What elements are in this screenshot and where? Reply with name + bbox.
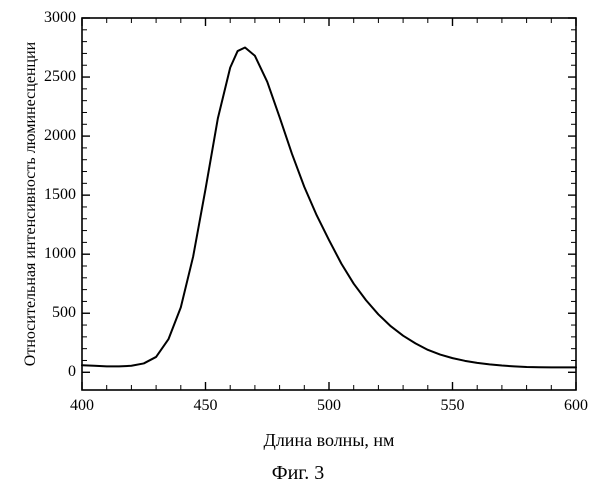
x-axis-label: Длина волны, нм: [82, 430, 576, 451]
figure-caption: Фиг. 3: [0, 462, 596, 485]
y-tick-label: 1000: [32, 246, 76, 262]
y-tick-label: 3000: [32, 10, 76, 26]
x-tick-label: 600: [564, 398, 588, 414]
y-tick-label: 2500: [32, 69, 76, 85]
y-tick-label: 2000: [32, 128, 76, 144]
x-tick-label: 400: [70, 398, 94, 414]
x-tick-label: 550: [441, 398, 465, 414]
luminescence-chart: [0, 0, 596, 500]
y-tick-label: 0: [32, 364, 76, 380]
x-tick-label: 450: [194, 398, 218, 414]
y-tick-label: 1500: [32, 187, 76, 203]
y-tick-label: 500: [32, 305, 76, 321]
x-tick-label: 500: [317, 398, 341, 414]
